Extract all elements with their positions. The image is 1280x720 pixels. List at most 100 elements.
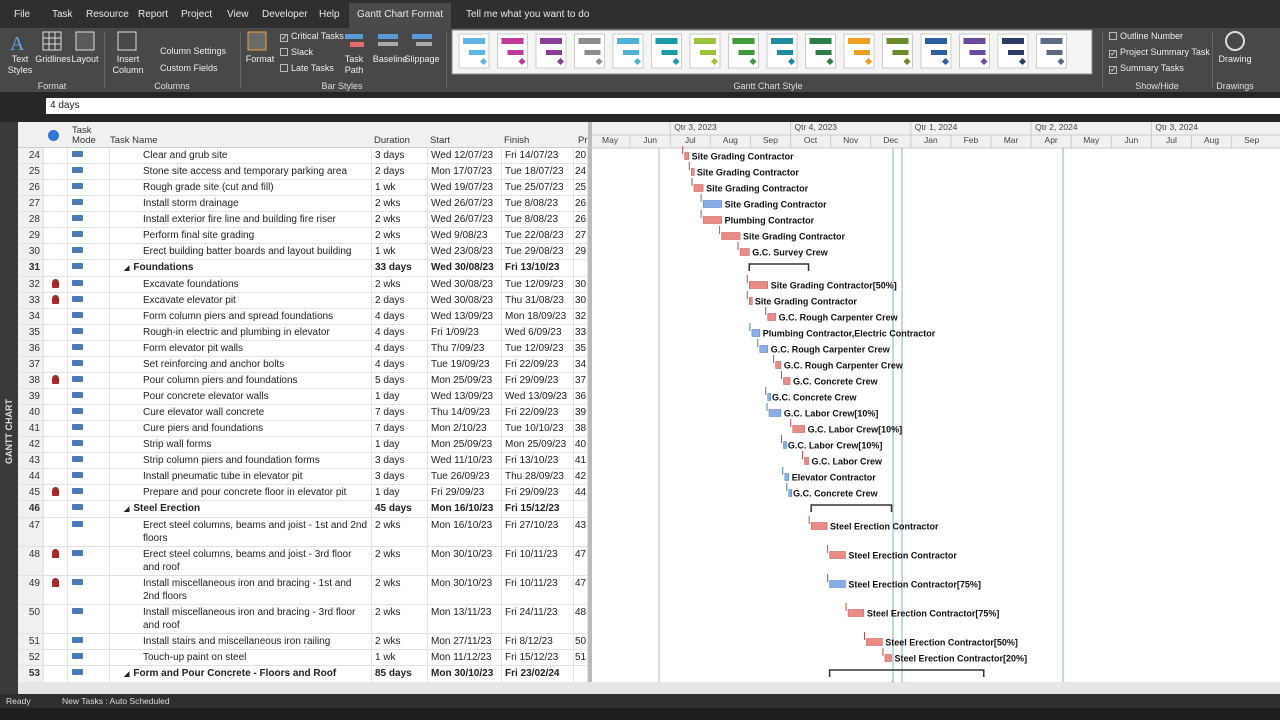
task-name: Erect steel columns, beams and joist - 1… <box>110 518 372 546</box>
predecessors: 42 <box>575 469 588 484</box>
task-row[interactable]: 28 Install exterior fire line and buildin… <box>18 212 588 228</box>
task-mode <box>68 405 110 420</box>
duration: 2 wks <box>372 576 428 604</box>
month-label: May <box>602 135 619 145</box>
indicators <box>44 605 68 633</box>
task-row[interactable]: 25 Stone site access and temporary parkin… <box>18 164 588 180</box>
tell-me[interactable]: Tell me what you want to do <box>466 9 590 20</box>
task-row[interactable]: 26 Rough grade site (cut and fill) 1 wk Wed… <box>18 180 588 196</box>
ribbon-button[interactable]: Layout <box>71 54 99 64</box>
ribbon-button[interactable]: Drawing <box>1218 54 1252 64</box>
checkbox[interactable]: Slack <box>280 47 313 57</box>
task-row[interactable]: 49 Install miscellaneous iron and bracing… <box>18 576 588 605</box>
task-row[interactable]: 34 Form column piers and spread foundatio… <box>18 309 588 325</box>
task-row[interactable]: 31 ◢ Foundations 33 days Wed 30/08/23 Fri 13/… <box>18 260 588 277</box>
task-row[interactable]: 40 Cure elevator wall concrete 7 days Thu 1… <box>18 405 588 421</box>
ribbon-button[interactable]: Gridlines <box>35 54 71 64</box>
duration: 4 days <box>372 309 428 324</box>
task-bar <box>702 200 722 208</box>
task-row[interactable]: 38 Pour column piers and foundations 5 day… <box>18 373 588 389</box>
horizontal-scrollbars[interactable] <box>18 682 1280 694</box>
style-swatch-bar <box>886 38 909 44</box>
task-row[interactable]: 33 Excavate elevator pit 2 days Wed 30/08/2… <box>18 293 588 309</box>
task-row[interactable]: 27 Install storm drainage 2 wks Wed 26/07/2… <box>18 196 588 212</box>
start: Mon 30/10/23 <box>428 666 502 682</box>
ribbon-button[interactable]: Text Styles <box>7 54 33 75</box>
task-row[interactable]: 43 Strip column piers and foundation form… <box>18 453 588 469</box>
task-name-text: Erect building batter boards and layout … <box>143 246 352 257</box>
task-row[interactable]: 53 ◢ Form and Pour Concrete - Floors and R… <box>18 666 588 682</box>
task-row[interactable]: 48 Erect steel columns, beams and joist -… <box>18 547 588 576</box>
task-row[interactable]: 41 Cure piers and foundations 7 days Mon 2/… <box>18 421 588 437</box>
column-header[interactable]: Task Name <box>110 135 158 146</box>
task-row[interactable]: 44 Install pneumatic tube in elevator pit… <box>18 469 588 485</box>
task-row[interactable]: 46 ◢ Steel Erection 45 days Mon 16/10/23 Fri … <box>18 501 588 518</box>
table-rows: 24 Clear and grub site 3 days Wed 12/07/23 F… <box>18 148 588 682</box>
task-row[interactable]: 51 Install stairs and miscellaneous iron … <box>18 634 588 650</box>
column-header[interactable]: Pr <box>578 135 588 146</box>
ribbon-button[interactable]: Task Path <box>344 54 364 75</box>
task-row[interactable]: 30 Erect building batter boards and layou… <box>18 244 588 260</box>
task-name: Cure piers and foundations <box>110 421 372 436</box>
task-bar <box>783 377 791 385</box>
ribbon-button[interactable]: Baseline <box>372 54 408 64</box>
column-header[interactable]: Finish <box>504 135 530 146</box>
style-swatch-bar <box>892 50 909 55</box>
menu-tab[interactable]: Project <box>181 9 213 20</box>
column-header[interactable]: Task Mode <box>72 125 96 146</box>
duration: 2 wks <box>372 605 428 633</box>
finish: Fri 14/07/23 <box>502 148 574 163</box>
checkbox[interactable]: ✓ Summary Tasks <box>1109 63 1184 74</box>
task-table: Task Mode Task Name Duration Start Finish Pr … <box>18 122 588 682</box>
task-mode <box>68 650 110 665</box>
checkbox[interactable]: Late Tasks <box>280 63 334 73</box>
task-row[interactable]: 52 Touch-up paint on steel 1 wk Mon 11/12/2… <box>18 650 588 666</box>
task-id: 49 <box>18 576 44 604</box>
task-mode <box>68 228 110 243</box>
task-bar <box>775 361 782 369</box>
start: Wed 13/09/23 <box>428 309 502 324</box>
task-name-text: Steel Erection <box>133 503 201 514</box>
task-name-text: Excavate foundations <box>143 279 239 290</box>
menu-tab[interactable]: File <box>14 9 31 20</box>
task-row[interactable]: 24 Clear and grub site 3 days Wed 12/07/23 F… <box>18 148 588 164</box>
checkbox[interactable]: ✓ Project Summary Task <box>1109 47 1210 58</box>
task-row[interactable]: 45 Prepare and pour concrete floor in ele… <box>18 485 588 501</box>
task-row[interactable]: 47 Erect steel columns, beams and joist -… <box>18 518 588 547</box>
menu-tab[interactable]: Report <box>138 9 169 20</box>
task-row[interactable]: 50 Install miscellaneous iron and bracing… <box>18 605 588 634</box>
task-mode <box>68 421 110 436</box>
menu-tab[interactable]: Gantt Chart Format <box>349 3 452 28</box>
task-row[interactable]: 29 Perform final site grading 2 wks Wed 9/0… <box>18 228 588 244</box>
menu-tab[interactable]: Task <box>52 9 73 20</box>
menu-tab[interactable]: View <box>227 9 249 20</box>
quarter-label: Qtr 1, 2024 <box>915 122 958 132</box>
ribbon-label[interactable]: Custom Fields <box>160 63 218 73</box>
checkbox[interactable]: ✓ Critical Tasks <box>280 31 344 42</box>
task-row[interactable]: 35 Rough-in electric and plumbing in elev… <box>18 325 588 341</box>
ribbon-button[interactable]: Insert Column <box>112 54 144 75</box>
splitter[interactable] <box>588 122 592 694</box>
checkbox[interactable]: Outline Number <box>1109 31 1183 41</box>
task-row[interactable]: 42 Strip wall forms 1 day Mon 25/09/23 Mon 2… <box>18 437 588 453</box>
style-swatch-tip <box>787 57 796 66</box>
style-swatch-tip <box>518 57 526 66</box>
task-row[interactable]: 36 Form elevator pit walls 4 days Thu 7/09/… <box>18 341 588 357</box>
task-row[interactable]: 39 Pour concrete elevator walls 1 day Wed 1… <box>18 389 588 405</box>
task-row[interactable]: 32 Excavate foundations 2 wks Wed 30/08/23 T… <box>18 277 588 293</box>
ribbon-button[interactable]: Format <box>245 54 275 64</box>
icon <box>75 31 95 51</box>
column-header[interactable]: Start <box>430 135 451 146</box>
start: Mon 13/11/23 <box>428 605 502 633</box>
ribbon-label[interactable]: Column Settings <box>160 46 227 56</box>
menu-tab[interactable]: Help <box>319 9 340 20</box>
menu-tab[interactable]: Developer <box>262 9 308 20</box>
menu-tab[interactable]: Resource <box>86 9 129 20</box>
status-new-tasks[interactable]: New Tasks : Auto Scheduled <box>62 696 170 706</box>
ribbon-button[interactable]: Slippage <box>404 54 440 64</box>
column-header[interactable]: Duration <box>374 135 410 146</box>
task-row[interactable]: 37 Set reinforcing and anchor bolts 4 days… <box>18 357 588 373</box>
indicators <box>44 293 68 308</box>
entry-field[interactable]: 4 days <box>46 98 1280 114</box>
task-mode <box>68 469 110 484</box>
